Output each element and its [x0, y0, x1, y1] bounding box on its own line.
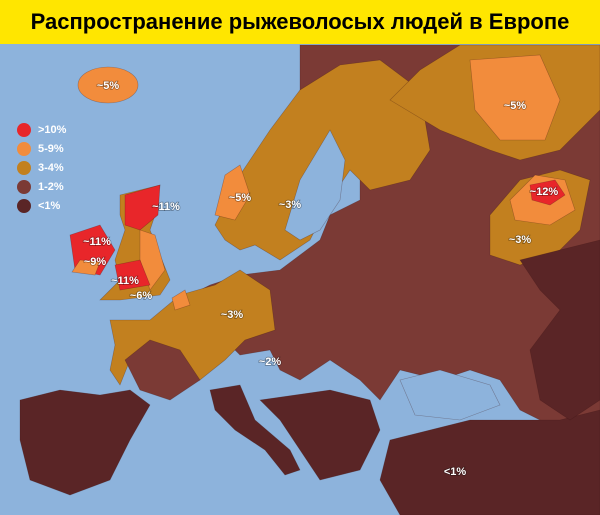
map-label: ~2%: [259, 356, 282, 368]
region: [529, 179, 566, 206]
map-label: ~11%: [152, 201, 180, 213]
legend-label: <1%: [38, 200, 61, 212]
legend-label: 5-9%: [38, 143, 64, 155]
legend-swatch: [17, 199, 31, 213]
legend-swatch: [17, 142, 31, 156]
map-label: ~9%: [84, 256, 107, 268]
map-label: ~6%: [130, 290, 153, 302]
region: [71, 259, 101, 276]
map-label: ~3%: [221, 309, 244, 321]
region: [519, 239, 600, 421]
region: [259, 389, 381, 481]
map-label: ~11%: [83, 236, 111, 248]
legend-label: 1-2%: [38, 181, 64, 193]
map-label: <1%: [444, 466, 467, 478]
legend-swatch: [17, 180, 31, 194]
title-bar: [0, 0, 600, 44]
map-label: ~11%: [111, 275, 139, 287]
baltic-sea: [284, 129, 346, 241]
map-label: ~3%: [509, 234, 532, 246]
legend-swatch: [17, 161, 31, 175]
region: [379, 409, 600, 515]
region: [209, 384, 301, 476]
region: [114, 259, 151, 291]
legend-label: 3-4%: [38, 162, 64, 174]
title: Распространение рыжеволосых людей в Евро…: [31, 9, 570, 34]
land: [19, 44, 600, 515]
legend-swatch: [17, 123, 31, 137]
map-label: ~12%: [530, 186, 559, 198]
region: [77, 66, 139, 104]
map-label: ~5%: [97, 80, 120, 92]
map-label: ~3%: [279, 199, 302, 211]
region: [469, 54, 561, 141]
black-sea: [399, 369, 501, 421]
region: [139, 229, 166, 291]
region: [214, 164, 251, 221]
map-label: ~5%: [229, 192, 252, 204]
legend-label: >10%: [38, 124, 67, 136]
region: [124, 184, 161, 231]
map-label: ~5%: [504, 100, 527, 112]
region: [19, 389, 151, 496]
region: [124, 339, 201, 401]
region: [171, 289, 191, 311]
